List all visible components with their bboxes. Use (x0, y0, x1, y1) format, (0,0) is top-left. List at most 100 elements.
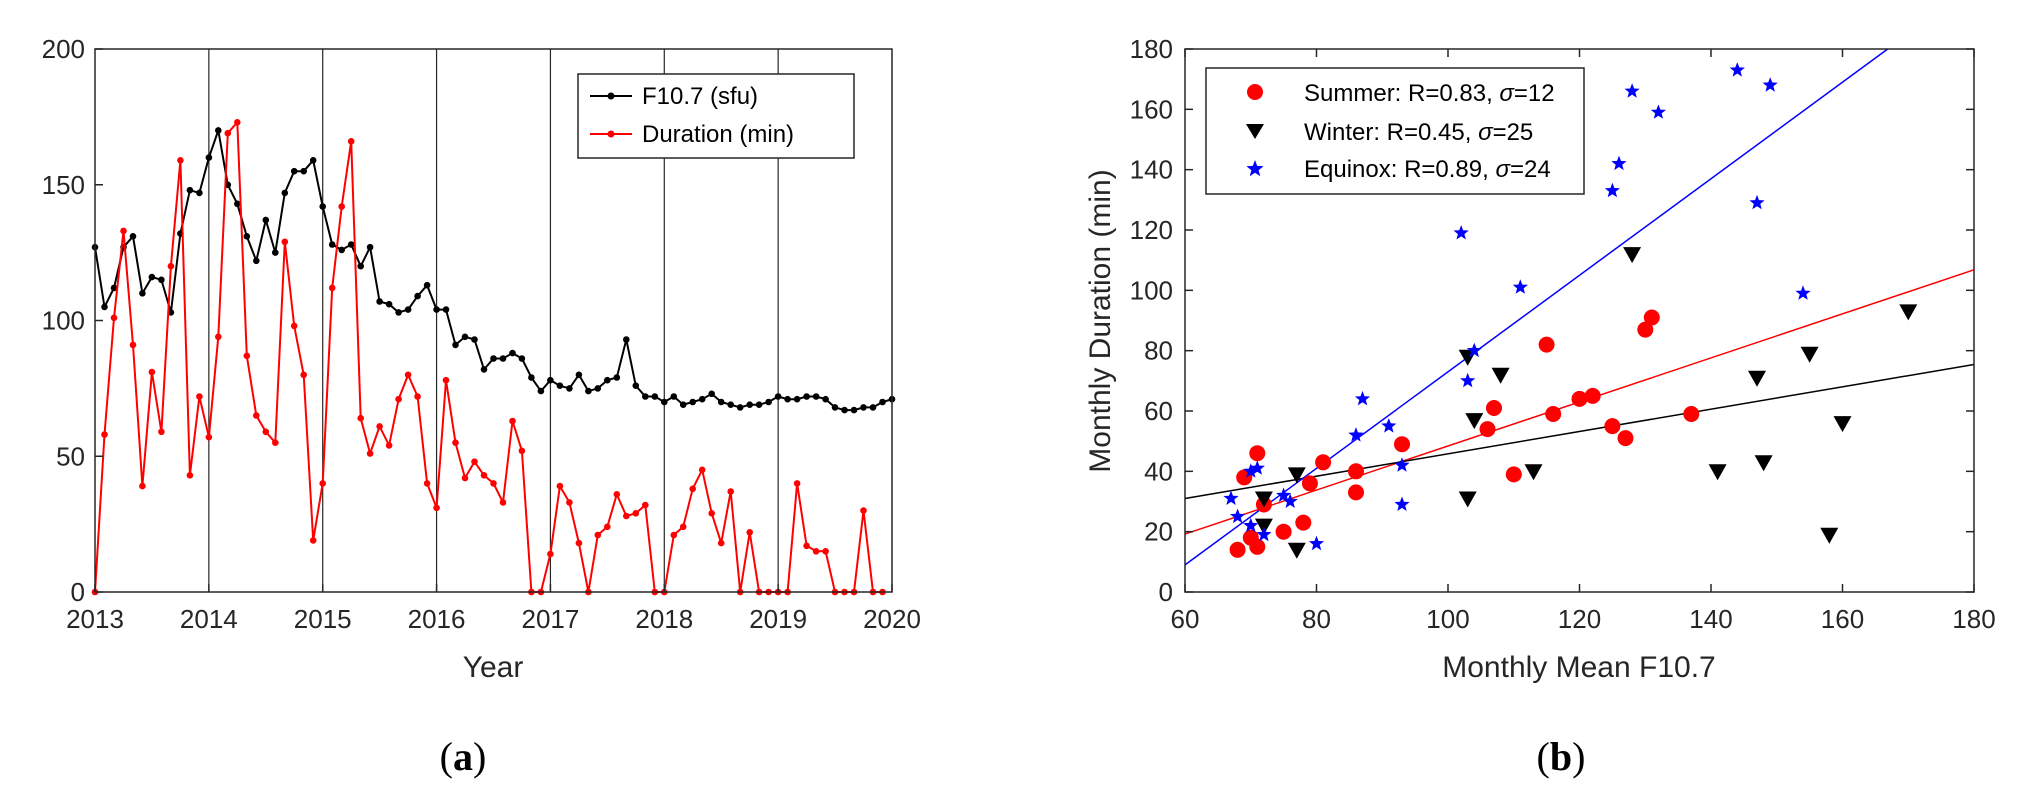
chart-b-point-winter-16 (1899, 304, 1918, 321)
chart-a-point-s1-42 (490, 480, 497, 487)
chart-a-point-s0-16 (243, 233, 251, 240)
chart-a-legend: F10.7 (sfu) Duration (min) (577, 73, 855, 159)
chart-b-point-summer-13 (1479, 421, 1496, 438)
legend-winter-label: Winter: R=0.45, σ=25 (1304, 119, 1533, 146)
chart-a-point-s0-65 (708, 390, 715, 398)
chart-a-point-s1-56 (623, 512, 630, 520)
chart-a-point-s0-54 (604, 376, 611, 384)
chart-a-point-s1-6 (148, 368, 156, 376)
chart-b-point-equinox-3 (1243, 463, 1259, 478)
chart-b-point-equinox-2 (1243, 517, 1259, 533)
chart-b-point-winter-6 (1465, 413, 1484, 430)
chart-a-point-s0-23 (309, 157, 317, 164)
chart-b-point-equinox-24 (1762, 77, 1778, 92)
chart-a-point-s0-17 (252, 257, 260, 265)
chart-b-point-equinox-11 (1381, 418, 1397, 433)
chart-b-legend-box (1205, 67, 1585, 195)
chart-a-point-s1-66 (717, 539, 725, 547)
chart-a-point-s0-83 (879, 398, 886, 406)
chart-a-point-s0-44 (509, 349, 516, 357)
chart-b-point-summer-11 (1348, 484, 1364, 501)
chart-a-point-s1-16 (243, 352, 251, 360)
chart-a-point-s0-41 (480, 366, 488, 373)
chart-a-ytick-label: 100 (42, 306, 85, 336)
chart-a-ytick-label: 150 (42, 170, 85, 200)
chart-b-x-ticks: 60 80 100 120 140 160 180 (1171, 49, 1996, 634)
chart-a-point-s1-76 (812, 548, 820, 555)
chart-a-point-s0-42 (490, 355, 497, 362)
chart-b-point-equinox-0 (1223, 490, 1239, 505)
chart-a-point-s0-45 (518, 355, 526, 362)
chart-a-point-s1-9 (177, 157, 184, 164)
chart-b-point-summer-6 (1275, 523, 1292, 540)
chart-b-xtick-label: 100 (1426, 604, 1469, 634)
chart-a-point-s1-14 (224, 129, 232, 137)
caption-a-letter: a (453, 734, 473, 779)
legend-winter-sigma: σ (1478, 119, 1494, 146)
chart-a-point-s1-33 (404, 371, 412, 379)
chart-b-point-summer-3 (1249, 445, 1266, 462)
chart-a-point-s1-57 (632, 510, 640, 517)
chart-a-series-line-1 (94, 119, 883, 593)
chart-b-point-summer-14 (1486, 400, 1502, 416)
chart-a-point-s0-34 (414, 292, 421, 300)
chart-a-point-s1-48 (547, 550, 554, 558)
chart-b-point-winter-9 (1623, 247, 1642, 264)
chart-a-point-s0-66 (717, 398, 725, 406)
chart-a-point-s1-27 (347, 138, 355, 145)
chart-a-point-s0-60 (661, 398, 668, 406)
chart-a-point-s1-20 (281, 238, 289, 246)
legend-duration-marker-swatch (607, 130, 615, 138)
chart-a-point-s0-18 (262, 216, 270, 224)
chart-b-point-winter-5 (1458, 491, 1477, 508)
chart-a-point-s1-49 (556, 482, 564, 490)
chart-a-xtick-label: 2018 (635, 604, 693, 634)
chart-a-point-s0-80 (850, 406, 858, 414)
chart-b-point-equinox-4 (1249, 460, 1265, 475)
chart-b-point-equinox-13 (1394, 496, 1410, 511)
chart-a-point-s0-19 (272, 249, 279, 256)
chart-a-point-s0-30 (376, 298, 383, 305)
chart-a-point-s1-65 (708, 510, 715, 517)
chart-a-point-s0-52 (585, 387, 592, 395)
chart-a-x-axis-label: Year (463, 651, 524, 684)
chart-a-point-s1-5 (139, 482, 146, 490)
caption-a: (a) (440, 734, 487, 779)
chart-a-point-s1-8 (167, 262, 175, 270)
chart-b-point-equinox-18 (1604, 182, 1620, 198)
chart-a-point-s0-29 (366, 243, 374, 251)
legend-winter-prefix: Winter: R=0.45, (1304, 119, 1478, 146)
chart-a-point-s0-53 (594, 385, 602, 392)
chart-a-point-s0-27 (347, 241, 355, 248)
chart-a-point-s1-17 (252, 412, 260, 419)
chart-a-point-s1-69 (746, 529, 753, 536)
chart-a-point-s0-7 (158, 276, 165, 284)
chart-a-point-s0-10 (186, 186, 194, 194)
legend-f107-label: F10.7 (sfu) (642, 83, 758, 110)
chart-b-point-equinox-16 (1466, 342, 1482, 358)
legend-equinox-sigma: σ (1495, 156, 1511, 183)
chart-a-ytick-label: 200 (42, 34, 85, 64)
chart-a-ytick-label: 50 (56, 441, 85, 471)
chart-a-xtick-label: 2016 (408, 604, 466, 634)
chart-a-xtick-label: 2015 (294, 604, 352, 634)
chart-b-point-equinox-17 (1512, 279, 1528, 294)
chart-b-point-winter-7 (1491, 367, 1510, 384)
chart-b-xtick-label: 60 (1171, 604, 1200, 634)
chart-a-point-s1-74 (793, 480, 801, 487)
chart-b-point-equinox-12 (1394, 457, 1410, 472)
chart-b-y-axis-label: Monthly Duration (min) (1084, 169, 1117, 472)
chart-b-legend: Summer: R=0.83, σ=12 Winter: R=0.45, σ=2… (1205, 67, 1585, 195)
chart-b-point-summer-24 (1683, 406, 1700, 422)
chart-a-point-s0-63 (689, 398, 696, 406)
chart-a-point-s0-64 (698, 395, 706, 403)
chart-b-ytick-label: 100 (1130, 275, 1173, 305)
chart-a-point-s1-58 (642, 501, 649, 509)
chart-a-point-s0-51 (575, 371, 583, 379)
chart-a-series-group (91, 119, 896, 596)
chart-a-point-s0-31 (385, 300, 393, 308)
chart-a-point-s0-78 (831, 404, 839, 411)
chart-b-point-summer-17 (1545, 406, 1562, 422)
chart-b-y-ticks: 0 20 40 60 80 100 120 140 160 180 (1130, 34, 1974, 607)
chart-a-point-s1-22 (300, 371, 308, 379)
